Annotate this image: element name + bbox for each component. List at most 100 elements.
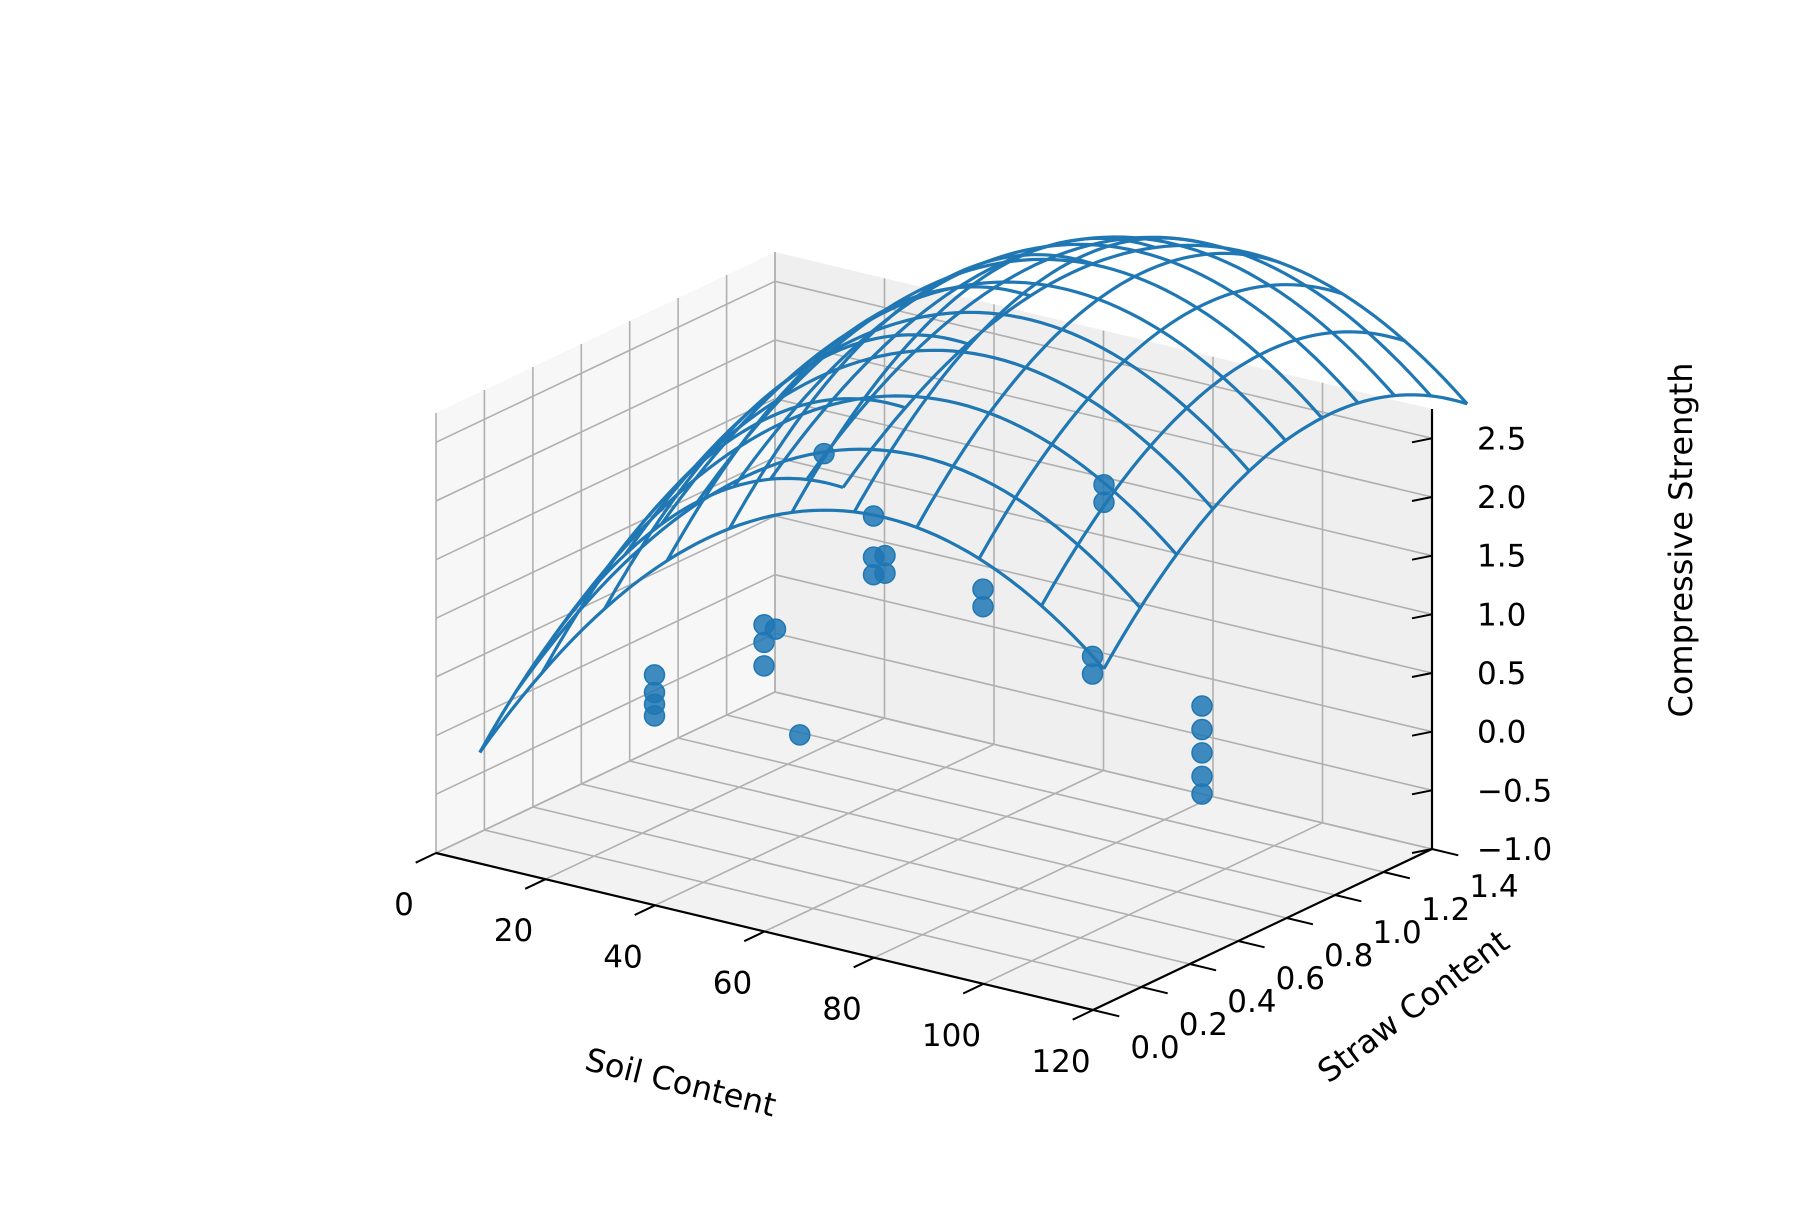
floor-grid-x: [545, 717, 885, 880]
floor-grid-y: [484, 829, 1142, 988]
data-point: [643, 705, 666, 727]
surface-line-y: [540, 397, 906, 674]
x-tick: [634, 904, 656, 916]
floor-grid-x: [764, 769, 1104, 933]
left-grid-z: [435, 632, 776, 796]
y-tick: [1383, 871, 1411, 880]
surface-line-y: [915, 251, 1281, 529]
y-tick: [1238, 940, 1265, 949]
x-tick-label: 80: [822, 992, 861, 1028]
surface-line-x: [478, 508, 1106, 754]
data-point: [862, 563, 885, 586]
axis-panes: [436, 252, 1432, 1010]
y-tick-label: 0.0: [1130, 1030, 1179, 1066]
z-axis-label: Compressive Strength: [1662, 363, 1700, 718]
x-tick-label: 40: [603, 939, 642, 975]
z-tick: [1411, 789, 1433, 796]
x-tick: [1072, 1009, 1094, 1021]
x-tick-label: 120: [1031, 1044, 1090, 1080]
floor-grid-y: [629, 760, 1287, 919]
left-grid-z: [435, 573, 776, 737]
data-point: [1191, 718, 1213, 741]
data-point: [789, 724, 811, 746]
x-tick-label: 100: [922, 1018, 981, 1054]
left-grid-z: [435, 515, 776, 678]
surface-line-y: [977, 283, 1343, 560]
y-tick: [1189, 963, 1217, 972]
back-grid-z: [774, 456, 1433, 616]
left-grid-z: [435, 280, 776, 444]
x-tick-label: 20: [494, 913, 533, 949]
z-tick-label: 0.0: [1477, 715, 1526, 751]
data-points: [643, 442, 1213, 805]
x-tick: [962, 982, 984, 995]
z-tick-label: 0.5: [1477, 656, 1526, 692]
y-tick: [1141, 986, 1168, 995]
y-axis-line: [1092, 848, 1433, 1011]
left-grid-z: [435, 397, 776, 561]
x-tick-label: 60: [713, 966, 752, 1002]
back-grid-z: [774, 339, 1433, 498]
z-tick: [1411, 613, 1433, 620]
data-point: [1191, 742, 1213, 764]
y-tick: [1286, 917, 1314, 926]
y-tick: [1334, 894, 1362, 903]
data-point: [753, 655, 775, 677]
data-point: [1191, 695, 1213, 717]
surface-line-y: [790, 236, 1156, 514]
y-tick-label: 0.8: [1324, 938, 1373, 974]
left-grid-z: [435, 691, 776, 854]
left-grid-z: [435, 339, 776, 502]
x-tick: [524, 878, 546, 890]
x-tick-label: 0: [394, 887, 414, 923]
y-tick-label: 0.4: [1227, 984, 1276, 1020]
z-tick-label: 2.5: [1477, 421, 1526, 457]
z-tick: [1411, 437, 1433, 444]
z-tick: [1411, 672, 1433, 678]
z-tick: [1411, 554, 1433, 561]
z-tick-label: 2.0: [1477, 480, 1526, 516]
y-tick: [1092, 1009, 1120, 1018]
z-tick: [1411, 496, 1433, 502]
surface-line-y: [603, 333, 969, 610]
y-tick-label: 1.2: [1421, 892, 1470, 928]
x-tick: [415, 852, 437, 864]
x-axis-label: Soil Content: [581, 1040, 780, 1124]
back-grid-z: [774, 691, 1433, 850]
floor-grid-y: [726, 714, 1384, 873]
z-tick: [1411, 730, 1433, 737]
z-tick-label: −0.5: [1477, 773, 1552, 809]
floor-grid-x: [654, 743, 995, 907]
z-tick: [1411, 848, 1433, 854]
back-grid-z: [774, 515, 1433, 674]
surface-line-y: [1040, 330, 1406, 607]
back-grid-z: [774, 280, 1433, 440]
x-tick: [853, 956, 875, 969]
y-tick-label: 0.2: [1179, 1007, 1228, 1043]
floor-grid-y: [532, 806, 1191, 965]
back-grid-z: [774, 573, 1433, 733]
data-point: [972, 595, 994, 618]
surface-line-y: [728, 253, 1094, 530]
data-point: [1081, 663, 1104, 685]
left-grid-z: [435, 456, 776, 620]
x-tick: [743, 930, 765, 943]
z-tick-label: −1.0: [1477, 832, 1552, 868]
y-tick-label: 1.0: [1372, 915, 1421, 951]
floor-grid-x: [873, 795, 1214, 959]
grid-lines: [435, 252, 1433, 1011]
y-tick: [1431, 848, 1459, 857]
floor-grid-y: [581, 783, 1239, 942]
data-point: [1191, 783, 1213, 805]
surface-line-y: [852, 236, 1218, 513]
back-grid-z: [774, 632, 1433, 792]
y-tick-label: 1.4: [1469, 869, 1518, 905]
data-point: [753, 631, 775, 654]
z-tick-label: 1.5: [1477, 539, 1526, 575]
z-tick-label: 1.0: [1477, 597, 1526, 633]
floor-grid-y: [677, 737, 1336, 896]
y-tick-label: 0.6: [1276, 961, 1325, 997]
